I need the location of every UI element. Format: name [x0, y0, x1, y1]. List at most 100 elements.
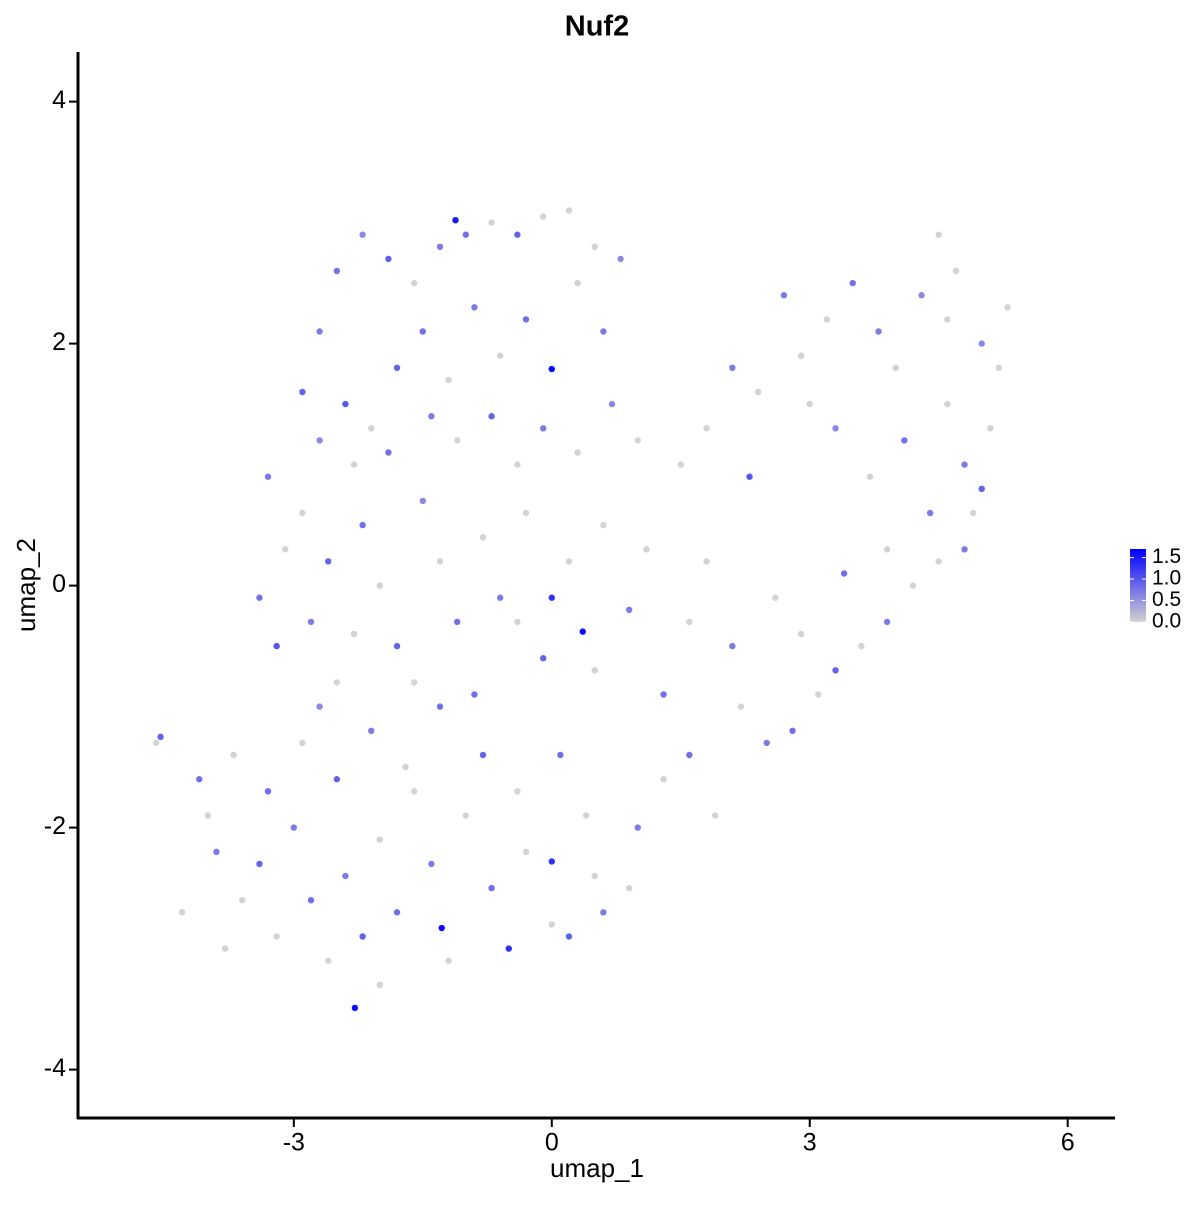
cell-point	[411, 279, 418, 287]
cell-point	[522, 848, 530, 856]
cell-point	[462, 231, 470, 238]
cell-point	[452, 216, 459, 224]
cell-point	[780, 292, 788, 299]
cell-point	[514, 231, 521, 238]
cell-point	[901, 437, 908, 444]
cell-point	[746, 473, 753, 480]
cell-point	[944, 400, 951, 408]
cell-point	[634, 437, 641, 444]
cell-point	[660, 776, 667, 783]
cell-point	[1004, 304, 1011, 311]
cell-point	[858, 642, 865, 650]
y-axis-label: umap_2	[11, 538, 41, 632]
cell-point	[368, 425, 375, 432]
cell-point	[393, 364, 401, 372]
cell-point	[961, 546, 968, 553]
cell-point	[350, 461, 358, 468]
cell-point	[539, 655, 547, 662]
cell-point	[368, 727, 375, 735]
cell-point	[815, 691, 822, 698]
cell-point	[196, 776, 203, 783]
cell-point	[643, 546, 650, 553]
cell-point	[438, 924, 445, 932]
cell-point	[763, 739, 770, 747]
cell-point	[505, 945, 512, 952]
cell-point	[797, 630, 805, 638]
cell-point	[832, 667, 839, 674]
cell-point	[660, 691, 667, 698]
y-tick-label: -4	[44, 1054, 66, 1082]
cell-point	[256, 594, 263, 601]
cell-point	[574, 279, 581, 287]
cell-point	[256, 860, 263, 868]
cell-point	[548, 594, 555, 601]
cell-point	[591, 243, 598, 251]
cell-point	[806, 400, 813, 408]
cell-point	[944, 316, 951, 323]
cell-point	[582, 812, 590, 819]
cell-point	[909, 582, 917, 589]
cell-point	[677, 461, 684, 468]
cell-point	[479, 751, 487, 759]
cell-point	[436, 703, 444, 710]
cell-point	[866, 473, 874, 480]
cell-point	[445, 376, 452, 384]
cell-point	[600, 521, 607, 529]
cell-point	[419, 497, 427, 505]
cell-point	[376, 981, 384, 989]
cell-point	[832, 425, 839, 432]
x-tick-label: 6	[1061, 1129, 1075, 1157]
cell-point	[608, 400, 616, 408]
cell-point	[617, 255, 624, 263]
cell-point	[299, 388, 306, 396]
cell-point	[419, 328, 427, 335]
cell-point	[514, 618, 521, 626]
cell-point	[428, 413, 435, 420]
cell-point	[754, 388, 762, 396]
cell-point	[221, 945, 229, 952]
cell-point	[883, 618, 891, 626]
cell-point	[333, 776, 341, 783]
cell-point	[307, 618, 315, 626]
cell-point	[385, 255, 392, 263]
cell-point	[574, 449, 581, 456]
cell-point	[522, 316, 530, 323]
cell-point	[342, 400, 349, 408]
cell-point	[333, 267, 341, 275]
cell-point	[565, 933, 573, 940]
cell-point	[359, 933, 366, 940]
cell-point	[797, 352, 805, 359]
cell-point	[625, 884, 633, 892]
cell-point	[703, 558, 710, 565]
cell-point	[299, 509, 306, 517]
cell-point	[204, 812, 212, 819]
cell-point	[376, 582, 384, 589]
cell-point	[273, 933, 280, 940]
cell-point	[359, 231, 366, 238]
cell-point	[789, 727, 796, 735]
color-bar	[1130, 549, 1146, 622]
x-tick-label: 3	[803, 1129, 817, 1157]
cell-point	[823, 316, 831, 323]
cell-point	[849, 279, 856, 287]
cell-point	[230, 751, 237, 759]
cell-point	[711, 812, 719, 819]
cell-point	[686, 618, 693, 626]
cell-point	[239, 897, 246, 904]
y-tick-label: 2	[52, 328, 66, 356]
cell-point	[350, 630, 358, 638]
cell-point	[436, 558, 444, 565]
cell-point	[591, 872, 598, 880]
cell-point	[479, 534, 487, 541]
cell-point	[488, 413, 495, 420]
cell-point	[539, 425, 547, 432]
cell-point	[600, 328, 607, 335]
cell-point	[496, 594, 504, 601]
cell-point	[445, 957, 452, 964]
color-tick-label: 0.5	[1152, 588, 1181, 611]
cell-point	[488, 219, 495, 226]
cell-point	[282, 546, 289, 553]
y-tick-label: 4	[52, 86, 66, 114]
cell-point	[634, 824, 641, 831]
cell-point	[393, 642, 401, 650]
